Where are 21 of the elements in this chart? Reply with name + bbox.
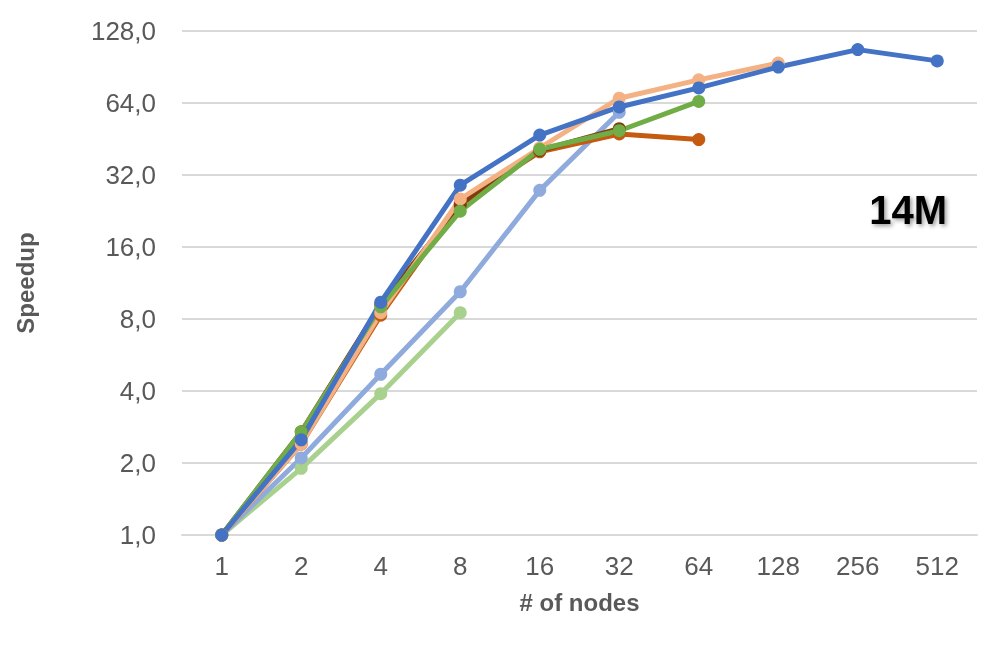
x-tick-label: 32 (604, 551, 634, 581)
y-tick-label: 2,0 (119, 448, 156, 478)
annotation: 14M (869, 188, 947, 232)
x-tick-label: 256 (836, 551, 880, 581)
x-tick-label: 512 (915, 551, 959, 581)
y-tick-label: 128,0 (90, 16, 156, 46)
y-axis-title: Speedup (11, 232, 39, 334)
y-tick-label: 16,0 (105, 232, 156, 262)
y-tick-label: 32,0 (105, 160, 156, 190)
x-tick-label: 4 (373, 551, 388, 581)
x-tick-label: 64 (684, 551, 714, 581)
x-axis-title: # of nodes (519, 588, 640, 616)
x-tick-label: 8 (453, 551, 468, 581)
x-tick-label: 16 (525, 551, 555, 581)
x-tick-label: 1 (214, 551, 229, 581)
x-tick-label: 128 (756, 551, 800, 581)
x-tick-label: 2 (294, 551, 309, 581)
y-tick-label: 64,0 (105, 88, 156, 118)
y-tick-label: 8,0 (119, 304, 156, 334)
y-tick-label: 1,0 (119, 520, 156, 550)
y-tick-label: 4,0 (119, 376, 156, 406)
